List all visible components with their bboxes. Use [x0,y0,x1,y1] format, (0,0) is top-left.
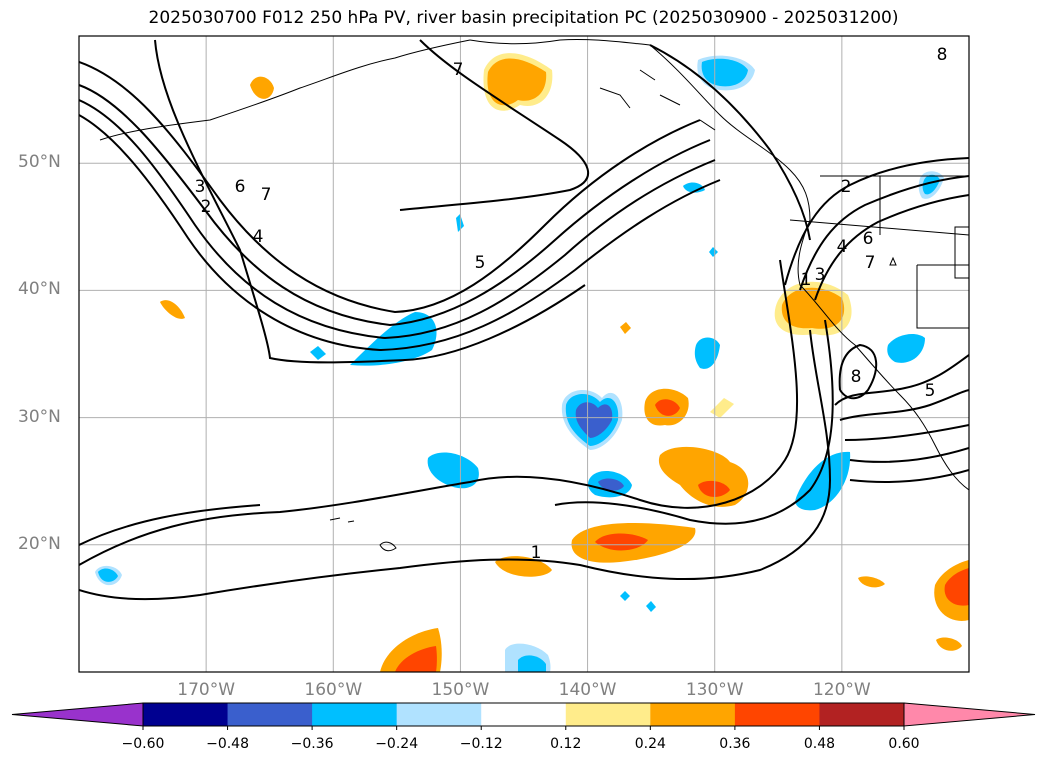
pv-contour-label: 1 [801,270,812,290]
pc-anomaly-negative [310,346,326,360]
pv-contour-label: 8 [851,367,862,387]
colorbar-over-extension [903,702,1036,727]
pv-contour-label: 7 [453,60,464,80]
colorbar-segment [734,703,820,726]
pc-anomaly-negative [350,312,437,366]
pc-anomaly-negative [646,601,656,612]
latitude-label: 30°N [18,406,61,427]
pc-anomaly-positive [487,58,547,106]
coastlines [99,38,969,552]
pc-anomaly-positive [710,398,734,418]
latitude-label: 50°N [18,152,61,173]
colorbar-segment [227,703,313,726]
colorbar-segment [481,703,567,726]
pv-contour-label: 7 [865,253,876,273]
pc-anomaly-positive [944,568,969,606]
pv-contour-label: 4 [253,227,264,247]
pc-anomaly-negative [922,174,940,195]
colorbar-tick-label: 0.48 [803,736,836,752]
pc-anomaly-positive [858,576,885,588]
longitude-label: 150°W [431,680,490,700]
pv-contour-label: 4 [837,237,848,257]
longitude-label: 170°W [177,680,236,700]
pc-anomaly-negative [709,247,718,257]
pc-anomaly-positive [160,300,185,319]
latitude-label: 40°N [18,279,61,300]
pc-anomaly-negative [887,334,925,363]
pc-anomaly-positive [595,533,648,551]
pc-anomaly-positive [250,76,274,99]
colorbar-tick-label: −0.36 [290,736,334,752]
colorbar-tick-label: −0.24 [375,736,419,752]
latitude-label: 20°N [18,533,61,554]
pc-anomaly-negative [427,452,479,489]
graticule [79,36,969,672]
pc-anomaly-negative [620,591,630,601]
longitude-label: 130°W [685,680,744,700]
colorbar-tick-label: −0.60 [121,736,165,752]
pv-contours [79,39,969,601]
pc-anomaly-negative [795,451,851,511]
pv-contour-label: 5 [925,381,936,401]
pc-anomaly-negative [694,337,720,369]
colorbar-under-extension [11,702,144,727]
figure-title: 2025030700 F012 250 hPa PV, river basin … [148,8,899,28]
colorbar-segment [565,703,651,726]
pv-contour-label: 3 [195,177,206,197]
colorbar-tick-label: 0.60 [888,736,920,752]
pc-anomaly-positive [495,556,552,577]
pc-anomaly-positive [395,646,437,672]
pc-anomaly-positive [936,637,962,651]
pc-anomaly-negative [575,402,613,438]
longitude-label: 140°W [558,680,617,700]
colorbar-segment [312,703,398,726]
pc-anomaly-negative [518,655,546,672]
pv-contour-label: 7 [261,185,272,205]
colorbar-segment [143,703,229,726]
longitude-label: 120°W [812,680,871,700]
pv-contour-label: 2 [201,197,212,217]
pv-contour-label: 2 [841,177,852,197]
colorbar-frame [142,702,905,727]
pv-contour-label: 1 [531,543,542,563]
pc-anomaly-negative [98,568,118,582]
pv-contour-label: 6 [863,229,874,249]
pc-anomaly-negative [701,58,748,87]
colorbar-tick-label: 0.24 [634,736,666,752]
colorbar-tick-label: −0.12 [459,736,503,752]
colorbar-segment [650,703,736,726]
map-frame [78,35,970,673]
colorbar-tick-label: 0.12 [550,736,582,752]
pv-contour-label: 8 [937,45,948,65]
pc-anomaly-positive [655,399,680,416]
pv-contour-label: 6 [235,177,246,197]
colorbar-segment [396,703,482,726]
colorbar-tick-label: 0.36 [719,736,751,752]
pc-anomaly-negative [598,478,624,491]
pc-anomaly-negative [683,182,705,193]
colorbar-segment [819,703,905,726]
pv-contour-label: 3 [815,265,826,285]
pv-contour-label: 5 [475,253,486,273]
colorbar-tick-label: −0.48 [206,736,249,752]
pc-anomaly-positive [698,480,730,497]
pc-anomaly-positive [620,322,631,334]
longitude-label: 160°W [304,680,363,700]
